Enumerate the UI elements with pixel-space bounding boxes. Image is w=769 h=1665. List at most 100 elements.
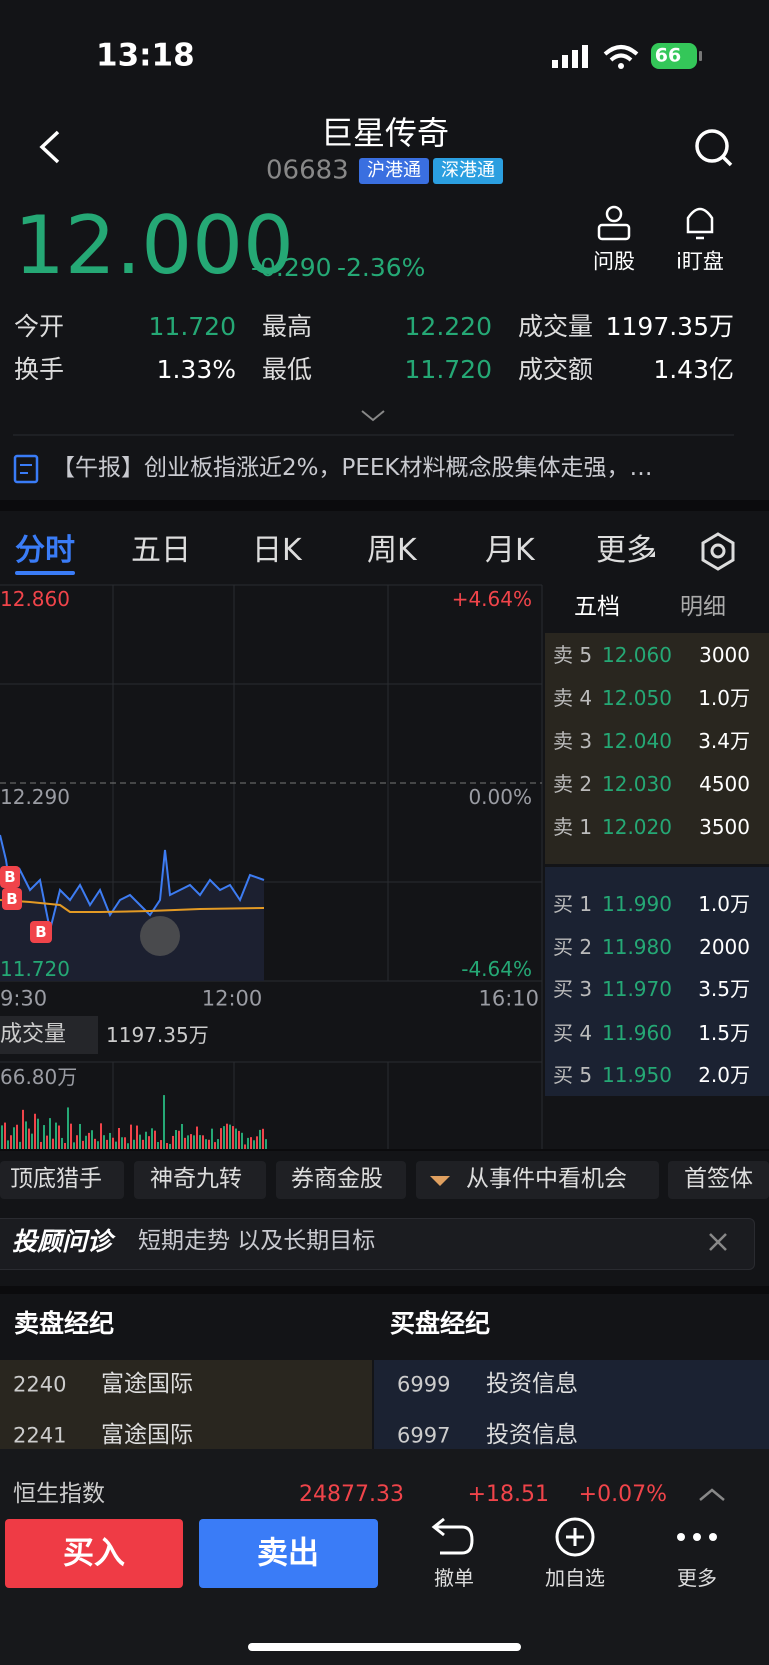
sell-label[interactable]: 卖出 <box>257 1535 319 1572</box>
search-icon[interactable] <box>695 129 729 163</box>
volume-bar <box>199 1135 201 1149</box>
volume-bar <box>151 1128 153 1149</box>
action-label[interactable]: 问股 <box>593 249 635 274</box>
price-area <box>0 835 264 981</box>
separator <box>0 1149 769 1151</box>
overlay-icon[interactable] <box>140 916 180 956</box>
watchlist-icon[interactable] <box>566 1528 584 1546</box>
volume-bar <box>100 1123 102 1149</box>
book-level: 买 5 <box>553 1063 593 1087</box>
bid-bg <box>545 867 769 1096</box>
volume-bar <box>226 1123 228 1149</box>
buy-button[interactable] <box>5 1519 183 1588</box>
bottom-action[interactable]: 更多 <box>677 1566 717 1590</box>
tool-label[interactable]: 首签体 <box>684 1166 753 1193</box>
ask-icon[interactable] <box>597 223 631 241</box>
stat-label: 最高 <box>262 312 313 341</box>
tool-label[interactable]: 券商金股 <box>291 1166 383 1193</box>
tool-label[interactable]: 从事件中看机会 <box>466 1166 627 1193</box>
volume-bar <box>193 1135 195 1149</box>
book-price: 12.030 <box>602 772 672 796</box>
buy-broker-title: 买盘经纪 <box>390 1309 491 1338</box>
book-tab[interactable]: 五档 <box>574 594 620 621</box>
chart-tab[interactable]: 月K <box>485 533 535 568</box>
chart-tab[interactable]: 分时 <box>15 533 75 568</box>
tool-pill[interactable] <box>0 1161 124 1199</box>
settings-icon[interactable] <box>710 543 726 559</box>
book-price: 12.050 <box>602 686 672 710</box>
volume-bar <box>235 1128 237 1149</box>
tool-pill[interactable] <box>276 1161 406 1199</box>
volume-bar <box>106 1139 108 1149</box>
bottom-action[interactable]: 加自选 <box>545 1566 605 1590</box>
stat-value: 11.720 <box>148 312 236 341</box>
volume-bar <box>256 1136 258 1149</box>
stat-label: 成交额 <box>518 355 594 384</box>
watchlist-icon[interactable] <box>555 1517 595 1557</box>
tool-pill[interactable] <box>416 1161 659 1199</box>
close-icon[interactable] <box>709 1233 727 1251</box>
news-headline[interactable]: 【午报】创业板指涨近2%，PEEK材料概念股集体走强，… <box>52 455 653 482</box>
buy-label[interactable]: 买入 <box>63 1535 125 1572</box>
watch-icon[interactable] <box>686 207 714 240</box>
back-icon[interactable] <box>39 130 60 164</box>
volume-bar <box>142 1139 144 1149</box>
book-level: 买 2 <box>553 935 593 959</box>
index-value: 24877.33 <box>299 1481 404 1507</box>
tool-pill[interactable] <box>134 1161 266 1199</box>
advisor-text[interactable]: 短期走势 以及长期目标 <box>138 1228 376 1255</box>
book-level: 卖 3 <box>553 729 593 753</box>
chart-tab[interactable]: 五日 <box>131 533 191 568</box>
volume-label[interactable]: 成交量 <box>0 1021 67 1047</box>
signal <box>552 45 588 68</box>
volume-bar <box>169 1143 171 1149</box>
expand-icon[interactable] <box>361 410 385 422</box>
bottom-action[interactable]: 撤单 <box>434 1566 474 1590</box>
tool-label[interactable]: 神奇九转 <box>150 1166 242 1193</box>
volume-bar <box>181 1123 183 1149</box>
book-tab[interactable]: 明细 <box>680 594 726 621</box>
action-label[interactable]: i盯盘 <box>676 249 724 274</box>
advisor-bar[interactable] <box>0 1218 755 1270</box>
book-price: 12.060 <box>602 643 672 667</box>
volume-bar <box>82 1140 84 1149</box>
broker-id: 6997 <box>397 1423 451 1448</box>
volume-bar <box>160 1140 162 1149</box>
volume-bar <box>139 1134 141 1149</box>
settings-icon[interactable] <box>701 532 735 571</box>
wifi <box>603 45 639 62</box>
volume-bar <box>73 1142 75 1149</box>
volume-bar <box>70 1123 72 1149</box>
broker-id: 6999 <box>397 1372 451 1397</box>
chart-tab[interactable]: 周K <box>367 533 417 568</box>
search-icon[interactable] <box>721 155 733 167</box>
volume-bar <box>250 1137 252 1149</box>
volume-bar <box>55 1122 57 1149</box>
book-qty: 3000 <box>699 643 750 667</box>
price: 12.000 <box>14 199 294 292</box>
sell-button[interactable] <box>199 1519 378 1588</box>
undo-icon[interactable] <box>431 1517 474 1555</box>
book-qty: 4500 <box>699 772 750 796</box>
collapse-icon[interactable] <box>699 1488 725 1501</box>
ask-icon[interactable] <box>605 205 623 223</box>
change-pct: -2.36% <box>337 253 426 282</box>
book-level: 买 1 <box>553 892 593 916</box>
tool-label[interactable]: 顶底猎手 <box>10 1166 102 1193</box>
tag-bg <box>359 158 429 184</box>
tool-pill[interactable] <box>668 1161 769 1199</box>
separator <box>0 1286 769 1294</box>
stat-label: 成交量 <box>518 312 594 341</box>
index-name[interactable]: 恒生指数 <box>13 1481 105 1508</box>
sell-broker-title: 卖盘经纪 <box>14 1309 115 1338</box>
more-icon[interactable] <box>677 1533 717 1541</box>
volume-bar <box>244 1144 246 1149</box>
book-price: 11.960 <box>602 1021 672 1045</box>
chart-tab[interactable]: 更多 <box>596 533 656 568</box>
volume-bar <box>94 1138 96 1149</box>
volume-bar <box>67 1107 69 1149</box>
chart-tab[interactable]: 日K <box>252 533 302 568</box>
volume-bar <box>217 1139 219 1149</box>
volume-bar <box>259 1129 261 1149</box>
volume-bar <box>28 1128 30 1149</box>
